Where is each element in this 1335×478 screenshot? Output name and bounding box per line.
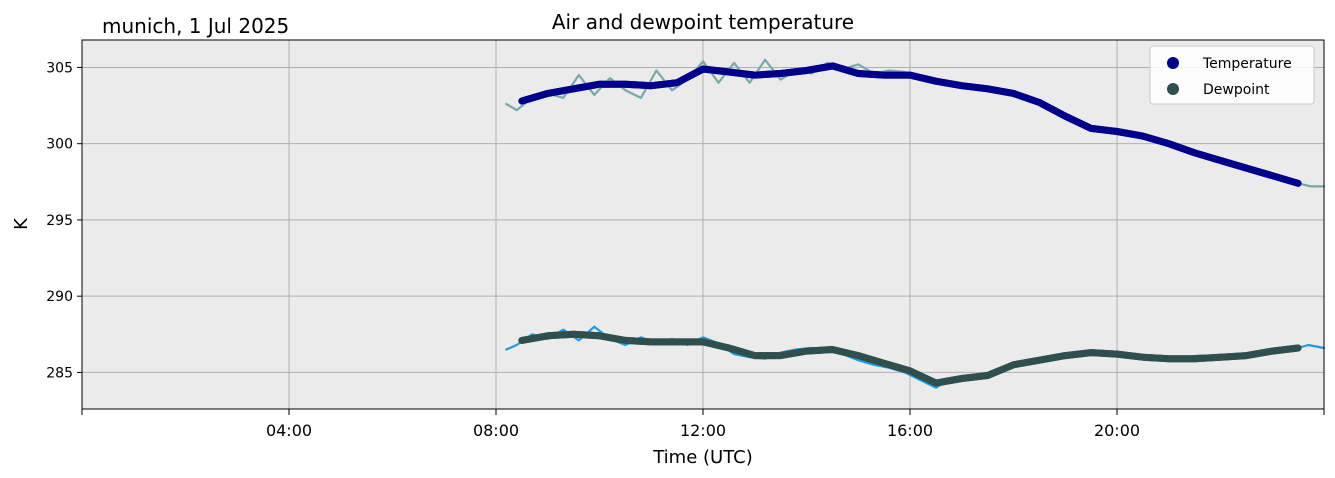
chart-subtitle: munich, 1 Jul 2025 [102,14,289,38]
plot-area: 285 290 295 300 305 04:00 08:00 12:00 16:00 20:00… [46,39,1326,440]
series-line-raw-temperature [505,58,937,112]
x-tick-label: 08:00 [473,421,519,440]
y-tick-label: 285 [46,365,73,381]
series-line-temperature-top [518,62,1302,187]
legend-label: Temperature [1202,56,1292,72]
y-tick-label: 290 [46,289,73,305]
legend-marker [1167,57,1179,69]
series-line-raw-temperature-tail [1297,182,1326,188]
x-tick-label: 12:00 [680,421,726,440]
x-axis-label: Time (UTC) [652,447,753,468]
legend: Temperature Dewpoint [1149,45,1315,105]
legend-marker [1167,83,1179,95]
x-tick-label: 16:00 [887,421,933,440]
series-line-dewpoint-top [518,330,1302,387]
y-axis-label: K [11,217,32,230]
x-tick-label: 04:00 [266,421,312,440]
y-tick-label: 295 [46,213,73,229]
legend-label: Dewpoint [1203,82,1270,98]
chart-title: Air and dewpoint temperature [552,10,854,34]
y-tick-label: 300 [46,137,73,153]
x-tick-label: 20:00 [1094,421,1140,440]
y-tick-label: 305 [46,60,73,76]
legend-box [1149,45,1315,105]
